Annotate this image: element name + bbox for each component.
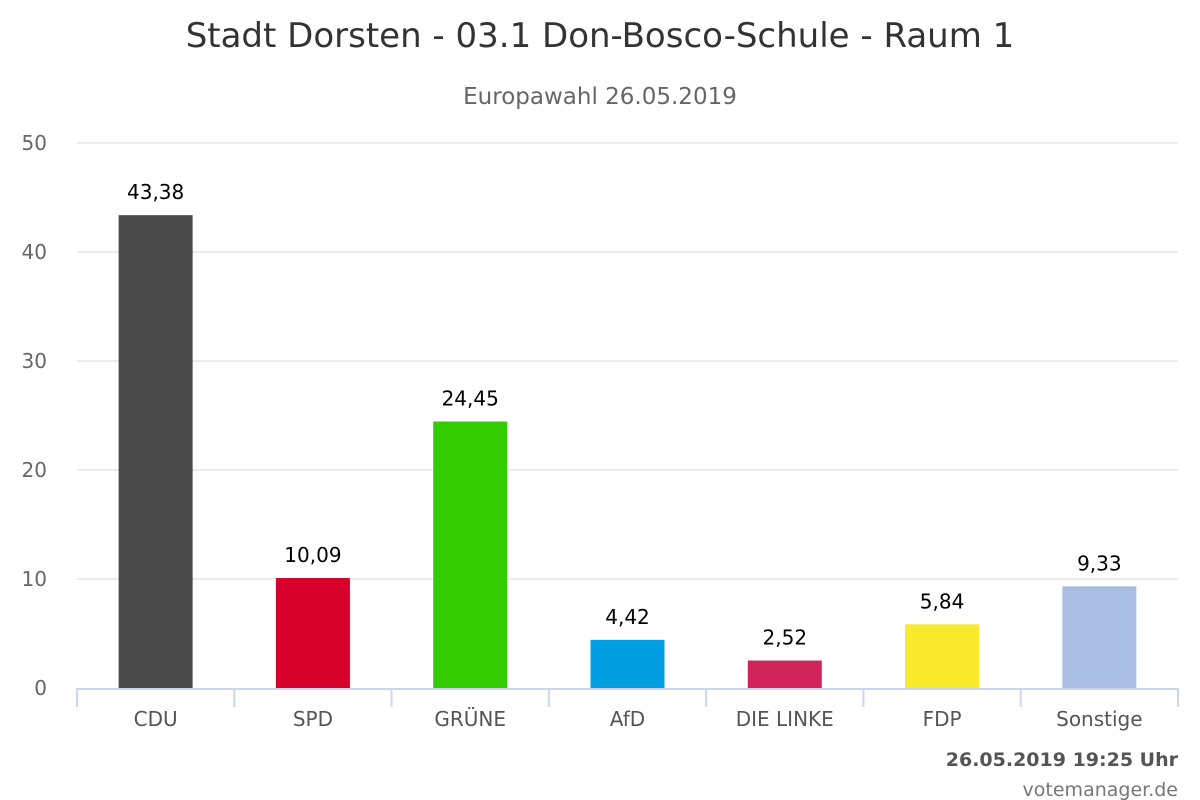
y-tick-label: 10 xyxy=(22,567,47,591)
bar-die-linke[interactable] xyxy=(747,660,822,688)
x-tick-label: Sonstige xyxy=(1056,707,1142,731)
x-tick-label: AfD xyxy=(610,707,645,731)
data-label: 5,84 xyxy=(920,589,965,613)
data-labels: 43,38 10,09 24,45 4,42 2,52 5,84 9,33 xyxy=(127,180,1122,649)
bar-gr-ne[interactable] xyxy=(433,421,508,688)
chart-title: Stadt Dorsten - 03.1 Don-Bosco-Schule - … xyxy=(186,16,1015,56)
data-label: 43,38 xyxy=(127,180,184,204)
source-credit[interactable]: votemanager.de xyxy=(1023,779,1178,800)
data-label: 10,09 xyxy=(284,543,341,567)
y-tick-label: 0 xyxy=(34,676,47,700)
bar-fdp[interactable] xyxy=(905,624,980,688)
data-label: 4,42 xyxy=(605,605,650,629)
chart-subtitle: Europawahl 26.05.2019 xyxy=(463,84,737,110)
data-label: 9,33 xyxy=(1077,551,1122,575)
x-tick-label: FDP xyxy=(923,707,962,731)
x-tick-label: GRÜNE xyxy=(434,707,506,731)
bar-sonstige[interactable] xyxy=(1062,586,1137,688)
grid-lines xyxy=(77,142,1178,580)
timestamp-credit: 26.05.2019 19:25 Uhr xyxy=(946,749,1179,771)
x-tick-label: DIE LINKE xyxy=(736,707,834,731)
bar-afd[interactable] xyxy=(590,639,665,688)
bar-cdu[interactable] xyxy=(118,215,193,688)
x-tick-label: CDU xyxy=(134,707,178,731)
data-label: 24,45 xyxy=(442,386,499,410)
y-tick-label: 20 xyxy=(22,458,47,482)
x-tick-label: SPD xyxy=(293,707,333,731)
x-axis: CDU SPD GRÜNE AfD DIE LINKE FDP Sonstige xyxy=(76,688,1179,731)
y-tick-label: 30 xyxy=(22,349,47,373)
y-axis-ticks: 0 10 20 30 40 50 xyxy=(22,131,47,700)
bar-spd[interactable] xyxy=(275,578,350,688)
y-tick-label: 40 xyxy=(22,240,47,264)
y-tick-label: 50 xyxy=(22,131,47,155)
data-label: 2,52 xyxy=(763,626,808,650)
bars xyxy=(118,215,1137,688)
